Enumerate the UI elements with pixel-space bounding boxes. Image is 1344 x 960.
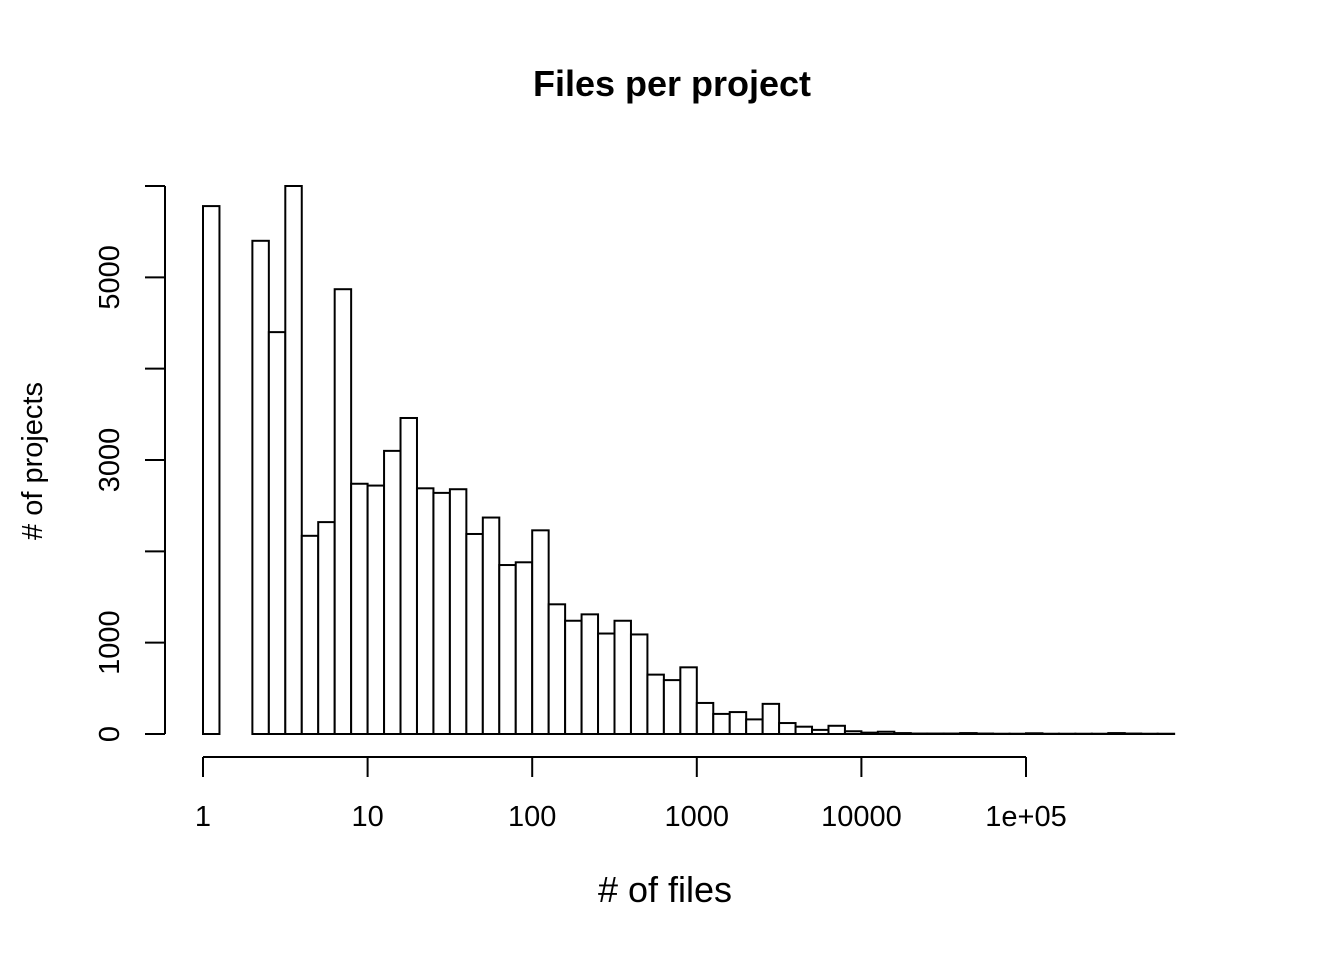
histogram-bar: [531, 529, 550, 736]
y-axis-label: # of projects: [17, 382, 49, 540]
histogram-bar: [959, 732, 978, 736]
y-tick-label: 0: [94, 726, 126, 742]
histogram-bar: [893, 732, 912, 736]
x-tick-label: 1e+05: [985, 801, 1066, 833]
x-tick-label: 10: [351, 801, 383, 833]
bars-group: [202, 185, 1176, 736]
histogram-bar: [613, 619, 632, 735]
chart-title: Files per project: [533, 63, 811, 104]
histogram-bar: [843, 730, 863, 736]
histogram-bar: [465, 532, 484, 735]
y-tick-label: 3000: [94, 428, 126, 493]
histogram-bar: [662, 679, 682, 735]
histogram-bar: [695, 701, 715, 736]
histogram-bar: [827, 724, 846, 736]
histogram-bar: [860, 731, 879, 736]
histogram-bar: [811, 728, 830, 736]
histogram-bar: [745, 718, 764, 736]
histogram-bar: [350, 482, 369, 735]
histogram-bar: [597, 632, 616, 736]
histogram-bar: [1025, 732, 1044, 736]
x-axis-label: # of files: [598, 869, 732, 910]
y-tick-label: 1000: [94, 610, 126, 675]
histogram-bar: [646, 673, 665, 736]
histogram-bar: [498, 564, 517, 736]
histogram-bar: [333, 288, 353, 735]
x-tick-label: 1: [195, 801, 211, 833]
histogram-bar: [1107, 732, 1126, 736]
histogram-bar: [794, 725, 814, 736]
histogram-bar: [728, 711, 748, 736]
x-tick-label: 1000: [665, 801, 730, 833]
histogram-bar: [366, 484, 386, 735]
histogram-bar: [547, 603, 567, 735]
histogram-bar: [432, 491, 451, 735]
y-axis: 0 1000 3000 5000: [94, 185, 166, 742]
histogram-bar: [202, 205, 221, 735]
x-tick-label: 10000: [821, 801, 902, 833]
histogram-bar: [448, 488, 468, 736]
histogram-bar: [251, 239, 270, 736]
histogram-bar: [629, 633, 649, 736]
histogram-bar: [679, 666, 698, 736]
histogram-bar: [580, 613, 600, 735]
x-axis: 1 10 100 1000 10000 1e+05: [195, 756, 1067, 833]
histogram-bar: [778, 722, 797, 735]
histogram-bar: [481, 516, 501, 735]
histogram-bar: [712, 712, 731, 735]
x-tick-label: 100: [508, 801, 556, 833]
histogram-bar: [415, 487, 435, 735]
histogram-bar: [564, 619, 583, 735]
histogram-bar: [761, 702, 781, 735]
histogram-bar: [399, 416, 418, 735]
histogram-bar: [300, 534, 320, 735]
y-tick-label: 5000: [94, 245, 126, 310]
histogram-bar: [284, 185, 303, 735]
histogram-bar: [514, 561, 534, 735]
histogram-bar: [317, 521, 336, 735]
histogram-bar: [267, 331, 287, 735]
histogram-bar: [876, 730, 896, 735]
histogram-bar: [383, 449, 402, 735]
